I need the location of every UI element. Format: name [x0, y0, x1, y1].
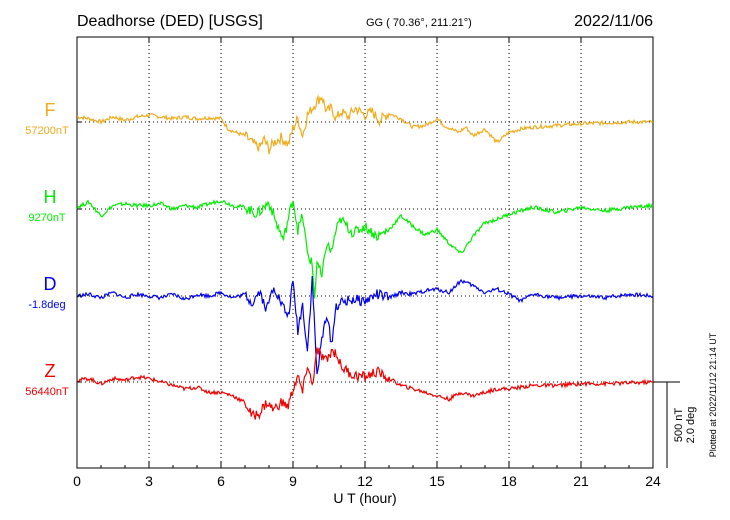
x-axis-ticks: 0 3 6 9 12 15 18 21 24	[73, 37, 661, 489]
x-tick-label: 21	[573, 473, 589, 489]
x-axis-label: U T (hour)	[333, 490, 396, 506]
vertical-grid	[148, 37, 582, 468]
scale-bar: 500 nT 2.0 deg	[653, 381, 697, 468]
series-name-H: H	[44, 187, 57, 207]
trace-Z	[76, 347, 653, 421]
trace-H	[76, 199, 654, 299]
date-label: 2022/11/06	[574, 13, 653, 30]
series-baseline-H: 9270nT	[28, 212, 66, 224]
x-tick-label: 9	[289, 473, 297, 489]
traces	[76, 94, 654, 421]
series-name-F: F	[45, 100, 56, 120]
x-tick-label: 0	[73, 473, 81, 489]
plotted-at-note: Plotted at 2022/11/12 21:14 UT	[708, 332, 718, 457]
series-labels: F 57200nT H 9270nT D -1.8deg Z 56440nT	[25, 100, 69, 398]
scale-bar-nt: 500 nT	[673, 408, 685, 443]
x-tick-label: 15	[429, 473, 445, 489]
scale-bar-deg: 2.0 deg	[685, 407, 697, 444]
x-tick-label: 12	[357, 473, 373, 489]
trace-F	[76, 94, 654, 155]
series-baseline-D: -1.8deg	[28, 299, 65, 311]
x-tick-label: 3	[145, 473, 153, 489]
series-baseline-F: 57200nT	[25, 125, 69, 137]
coordinates-label: GG ( 70.36°, 211.21°)	[366, 17, 472, 29]
series-name-D: D	[44, 274, 57, 294]
trace-D	[76, 275, 654, 375]
x-tick-label: 24	[645, 473, 661, 489]
series-baseline-Z: 56440nT	[25, 386, 69, 398]
station-title: Deadhorse (DED) [USGS]	[77, 13, 263, 30]
x-tick-label: 18	[501, 473, 517, 489]
x-tick-label: 6	[217, 473, 225, 489]
series-name-Z: Z	[45, 361, 56, 381]
